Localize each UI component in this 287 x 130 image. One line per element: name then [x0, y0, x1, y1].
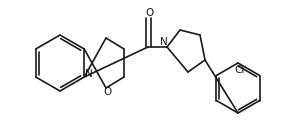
Text: O: O [104, 87, 112, 97]
Text: N: N [160, 37, 168, 47]
Text: O: O [145, 8, 153, 18]
Text: Cl: Cl [235, 65, 245, 75]
Text: N: N [85, 69, 93, 79]
